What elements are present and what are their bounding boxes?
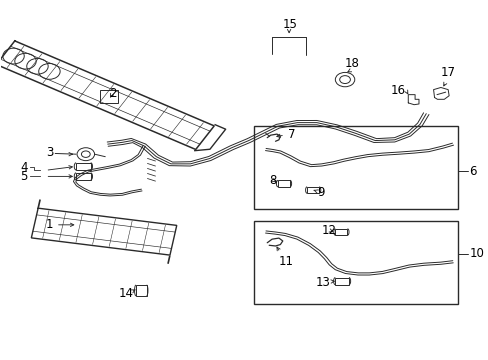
Bar (136, 285, 146, 296)
Text: 3: 3 (46, 146, 53, 159)
Text: 2: 2 (109, 87, 116, 100)
Bar (76, 163, 90, 170)
Text: 12: 12 (321, 224, 336, 237)
Bar (335, 229, 347, 235)
Text: 4: 4 (20, 161, 28, 174)
Text: 9: 9 (313, 186, 324, 199)
Bar (76, 173, 90, 180)
Bar (306, 187, 319, 193)
Text: 1: 1 (45, 218, 74, 231)
Bar (277, 180, 289, 187)
Bar (253, 221, 457, 304)
Text: 18: 18 (344, 57, 359, 69)
Bar (335, 278, 348, 285)
Text: 8: 8 (269, 174, 276, 186)
Text: 14: 14 (119, 287, 133, 300)
Text: 17: 17 (440, 66, 455, 79)
Text: 10: 10 (468, 247, 484, 260)
Text: 5: 5 (20, 170, 28, 183)
Text: 7: 7 (276, 127, 295, 141)
Bar (101, 90, 118, 103)
Text: 15: 15 (282, 18, 297, 31)
Text: 11: 11 (276, 247, 293, 268)
Bar (253, 126, 457, 209)
Text: 13: 13 (315, 276, 334, 289)
Text: 6: 6 (468, 165, 476, 177)
Text: 16: 16 (389, 84, 405, 97)
